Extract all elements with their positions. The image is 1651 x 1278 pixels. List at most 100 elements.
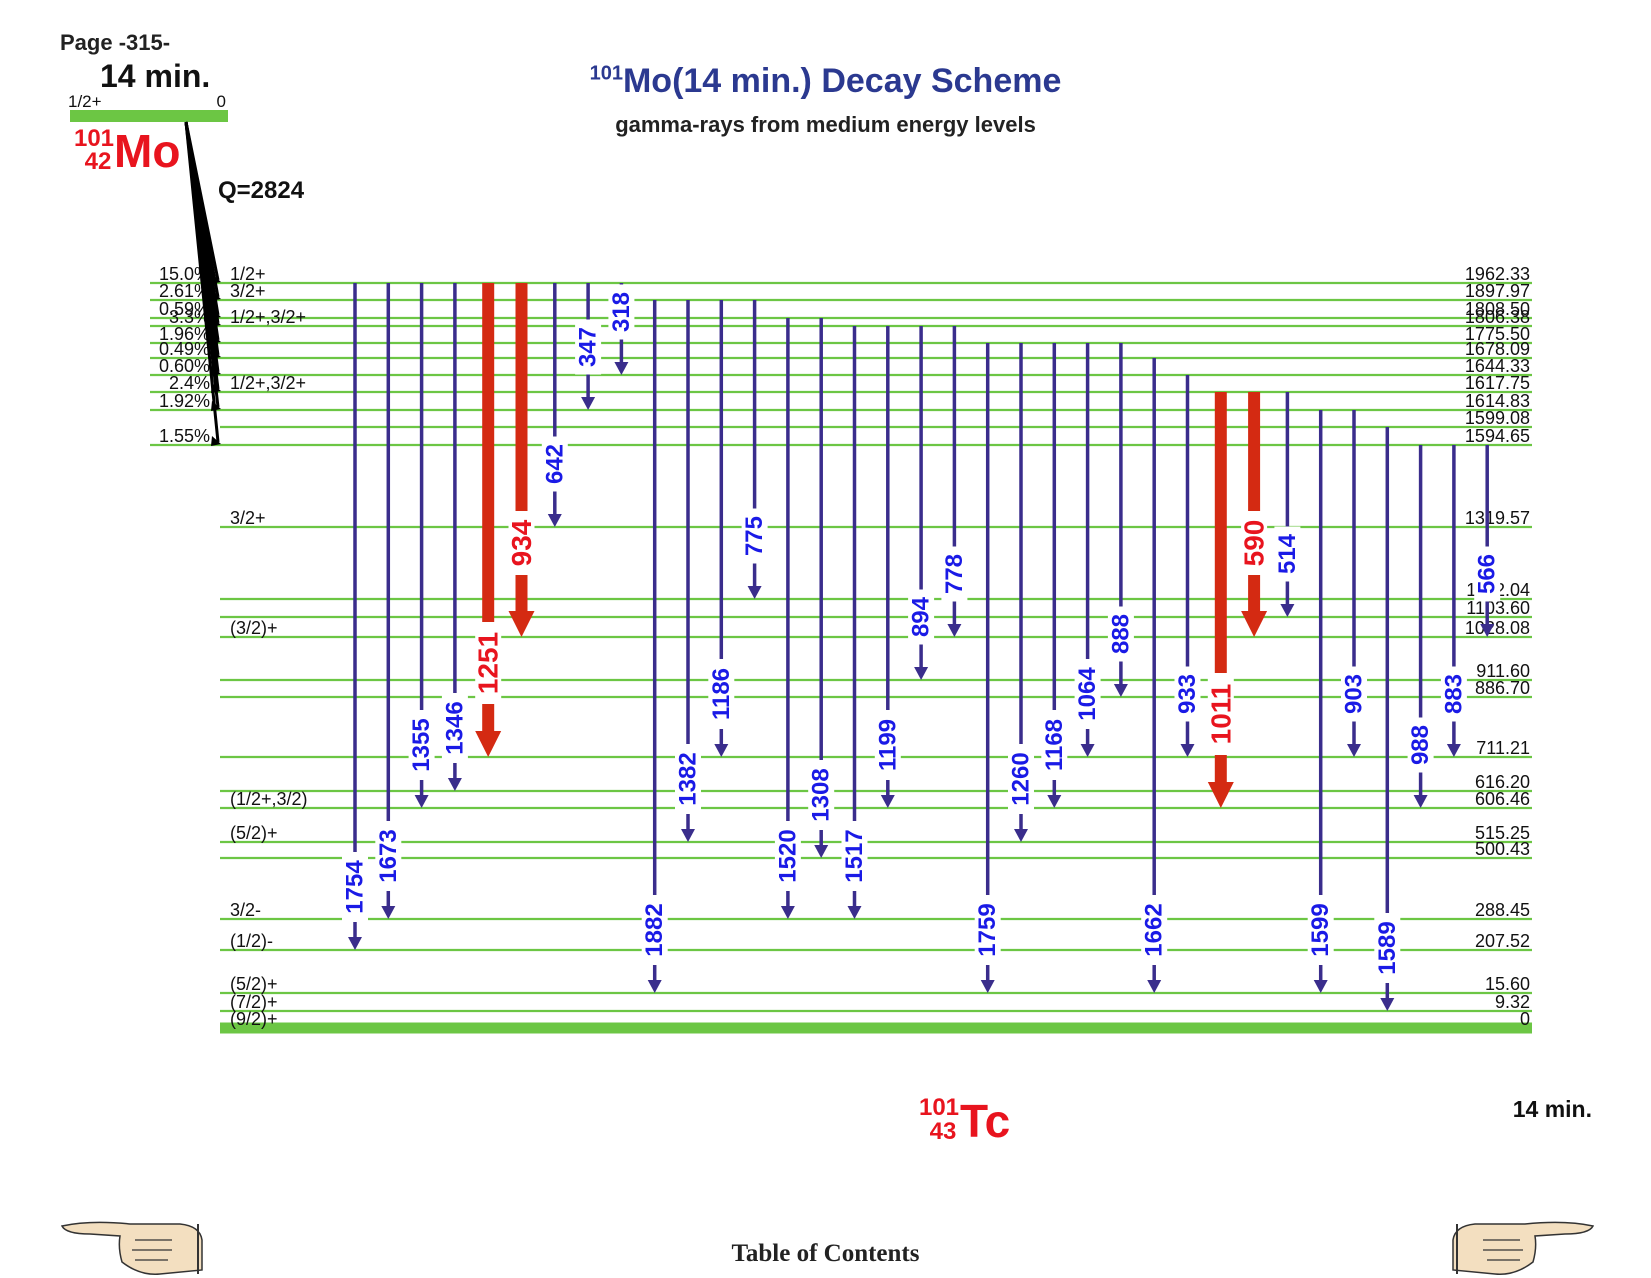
gamma-label-background bbox=[608, 284, 635, 340]
gamma-energy-label: 590 bbox=[1239, 520, 1270, 567]
gamma-label-background bbox=[475, 622, 502, 704]
title-mass-number: 101 bbox=[589, 62, 623, 85]
level-spin: 1/2+ bbox=[230, 264, 266, 284]
gamma-arrowhead bbox=[1241, 611, 1268, 637]
level-spin: (1/2+,3/2) bbox=[230, 789, 308, 809]
gamma-arrowhead bbox=[1180, 744, 1195, 757]
level-spin: 1/2+,3/2+ bbox=[230, 307, 306, 327]
gamma-arrowhead bbox=[381, 906, 396, 919]
gamma-label-background bbox=[1241, 511, 1268, 575]
level-spin: 3/2+ bbox=[230, 281, 266, 301]
page-label: Page -315- bbox=[60, 30, 171, 55]
gamma-label-background bbox=[1008, 744, 1034, 814]
beta-intensity: 2.61% bbox=[159, 281, 210, 301]
level-spin: (9/2)+ bbox=[230, 1009, 278, 1029]
gamma-energy-label: 1011 bbox=[1205, 684, 1236, 745]
gamma-label-background bbox=[1374, 913, 1401, 983]
q-value: Q=2824 bbox=[218, 177, 305, 204]
gamma-energy-label: 1517 bbox=[841, 829, 868, 882]
beta-intensity: 1.96% bbox=[159, 324, 210, 344]
gamma-arrowhead bbox=[1207, 782, 1234, 808]
gamma-arrowhead bbox=[814, 845, 829, 858]
parent-level-bar bbox=[70, 110, 228, 122]
gamma-energy-label: 903 bbox=[1341, 674, 1368, 714]
level-energy: 1808.50 bbox=[1465, 299, 1530, 319]
gamma-energy-label: 1759 bbox=[974, 903, 1001, 956]
level-spin: 1/2+,3/2+ bbox=[230, 373, 306, 393]
gamma-label-background bbox=[1274, 526, 1301, 582]
gamma-arrowhead bbox=[747, 586, 762, 599]
gamma-arrowhead bbox=[914, 667, 929, 680]
level-energy: 1599.08 bbox=[1465, 408, 1530, 428]
level-energy: 15.60 bbox=[1485, 974, 1530, 994]
gamma-label-background bbox=[1141, 895, 1168, 965]
level-energy: 911.60 bbox=[1476, 661, 1530, 681]
gamma-energy-label: 318 bbox=[608, 292, 635, 332]
gamma-arrowhead bbox=[847, 906, 862, 919]
gamma-label-background bbox=[1407, 717, 1434, 773]
level-energy: 1678.09 bbox=[1465, 339, 1530, 359]
gamma-arrowhead bbox=[547, 514, 562, 527]
gamma-label-background bbox=[808, 760, 835, 830]
pointing-hand-right-icon[interactable] bbox=[1450, 1218, 1595, 1278]
beta-intensity: 0.60% bbox=[159, 356, 210, 376]
beta-arrowhead bbox=[211, 436, 221, 446]
parent-spin: 1/2+ bbox=[68, 92, 102, 111]
gamma-label-background bbox=[708, 659, 735, 729]
level-energy: 1617.75 bbox=[1465, 373, 1530, 393]
gamma-arrowhead bbox=[947, 624, 962, 637]
parent-halflife: 14 min. bbox=[100, 58, 211, 94]
gamma-label-background bbox=[408, 710, 435, 780]
gamma-label-background bbox=[741, 508, 768, 564]
level-energy: 1103.60 bbox=[1466, 598, 1530, 618]
level-energy: 1962.33 bbox=[1465, 264, 1530, 284]
gamma-arrowhead bbox=[980, 980, 995, 993]
beta-intensity: 15.0% bbox=[159, 264, 210, 284]
parent-nucleus-group: 1/2+ 0 101 42 Mo Q=2824 bbox=[68, 92, 305, 204]
gamma-energy-label: 1064 bbox=[1074, 667, 1101, 721]
gamma-energy-label: 1662 bbox=[1141, 903, 1168, 956]
gamma-label-background bbox=[1474, 546, 1501, 602]
gamma-energy-label: 1599 bbox=[1307, 903, 1334, 956]
gamma-label-background bbox=[908, 589, 935, 645]
gamma-label-background bbox=[1307, 895, 1334, 965]
gamma-energy-label: 1355 bbox=[408, 718, 435, 771]
level-energy: 1594.65 bbox=[1465, 426, 1530, 446]
gamma-arrowhead bbox=[1147, 980, 1162, 993]
gamma-arrowhead bbox=[714, 744, 729, 757]
gamma-label-background bbox=[641, 895, 668, 965]
level-energy: 616.20 bbox=[1475, 772, 1530, 792]
gamma-energy-label: 1673 bbox=[375, 829, 402, 882]
daughter-nucleus-group: 101 43 Tc 14 min. bbox=[919, 1094, 1592, 1147]
level-energy: 1028.08 bbox=[1465, 618, 1530, 638]
pointing-hand-left-icon[interactable] bbox=[60, 1218, 205, 1278]
level-energy: 1644.33 bbox=[1465, 356, 1530, 376]
gamma-arrowhead bbox=[1113, 684, 1128, 697]
gamma-energy-label: 894 bbox=[908, 596, 935, 637]
level-energy: 606.46 bbox=[1475, 789, 1530, 809]
level-spin: (5/2)+ bbox=[230, 974, 278, 994]
daughter-halflife: 14 min. bbox=[1513, 1096, 1592, 1122]
gamma-energy-label: 888 bbox=[1107, 614, 1134, 654]
beta-intensity: 0.49% bbox=[159, 339, 210, 359]
level-energy: 9.32 bbox=[1495, 992, 1530, 1012]
gamma-energy-label: 1754 bbox=[342, 860, 369, 914]
level-energy: 1897.97 bbox=[1465, 281, 1530, 301]
gamma-arrowhead bbox=[614, 362, 629, 375]
gamma-energy-label: 933 bbox=[1174, 674, 1201, 714]
gamma-energy-label: 347 bbox=[575, 327, 602, 367]
gamma-energy-label: 1260 bbox=[1008, 752, 1035, 805]
gamma-arrowhead bbox=[1380, 998, 1395, 1011]
level-energy: 207.52 bbox=[1475, 931, 1530, 951]
gamma-arrowhead bbox=[414, 795, 429, 808]
gamma-energy-label: 1199 bbox=[874, 719, 901, 771]
gamma-label-background bbox=[541, 436, 568, 492]
table-of-contents-link[interactable]: Table of Contents bbox=[731, 1240, 920, 1267]
level-spin: (3/2)+ bbox=[230, 618, 278, 638]
parent-mass-number: 101 bbox=[74, 125, 114, 152]
gamma-label-background bbox=[342, 852, 368, 922]
beta-branch-arrow bbox=[184, 121, 220, 443]
gamma-arrowhead bbox=[780, 906, 795, 919]
